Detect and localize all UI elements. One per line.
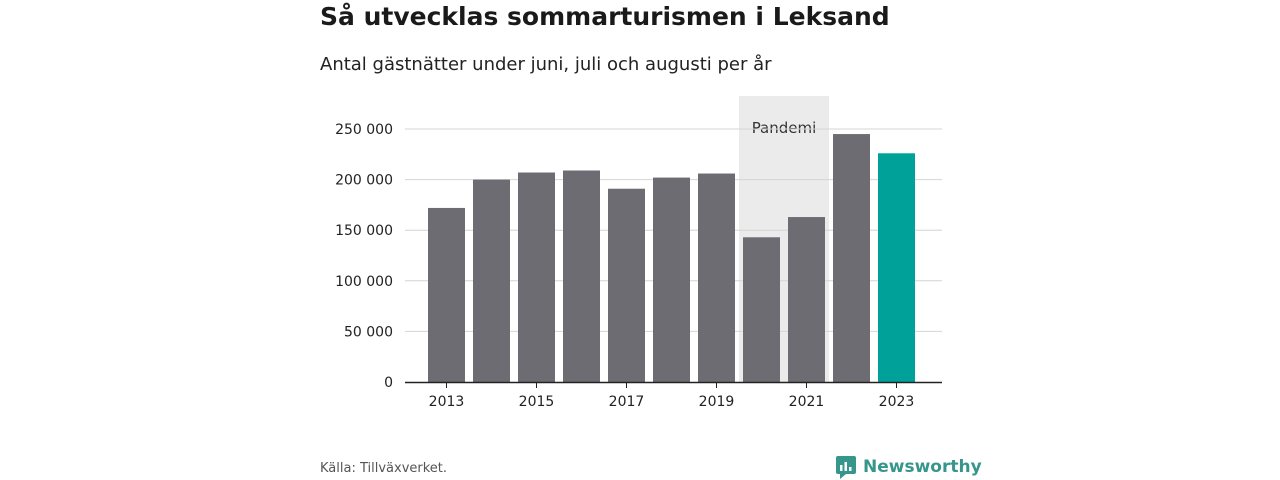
bar (473, 179, 510, 382)
y-tick-label: 50 000 (344, 324, 393, 340)
bar (653, 177, 690, 382)
brand-name: Newsworthy (863, 457, 982, 477)
bar (788, 217, 825, 382)
bar (878, 153, 915, 382)
x-tick-label: 2023 (879, 394, 915, 410)
bar (428, 207, 465, 382)
source-note: Källa: Tillväxverket. (320, 461, 448, 476)
x-tick-label: 2021 (789, 394, 825, 410)
y-tick-label: 250 000 (335, 122, 393, 138)
bar (518, 172, 555, 382)
bar (833, 134, 870, 382)
y-tick-label: 100 000 (335, 274, 393, 290)
bar (608, 188, 645, 382)
newsworthy-icon (836, 456, 856, 479)
bar (698, 173, 735, 382)
x-tick-label: 2017 (609, 394, 645, 410)
x-tick-label: 2015 (519, 394, 555, 410)
y-tick-label: 200 000 (335, 173, 393, 189)
brand-logo: Newsworthy (835, 455, 982, 479)
chart-title: Så utvecklas sommarturismen i Leksand (320, 2, 890, 31)
x-tick-label: 2019 (699, 394, 735, 410)
x-tick-label: 2013 (429, 394, 465, 410)
y-tick-label: 0 (384, 375, 393, 391)
chart-subtitle: Antal gästnätter under juni, juli och au… (320, 54, 772, 75)
bar (563, 170, 600, 382)
y-tick-label: 150 000 (335, 223, 393, 239)
bar (743, 237, 780, 382)
pandemic-label: Pandemi (752, 119, 817, 137)
